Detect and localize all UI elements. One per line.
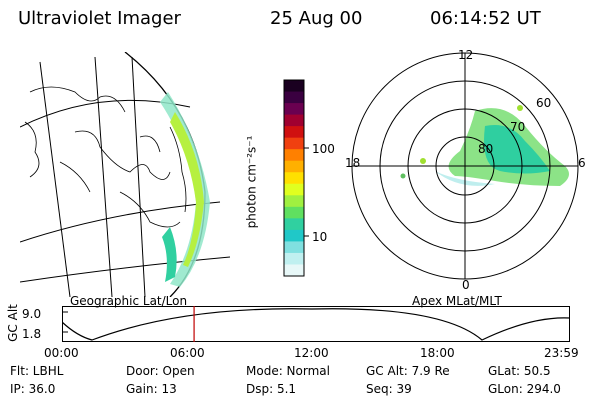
colorbar-swatch [284, 103, 304, 116]
polar-aurora-core [484, 125, 550, 174]
mode-info: Mode: Normal [246, 364, 330, 378]
colorbar-unit-label: photon cm⁻²s⁻¹ [244, 135, 259, 229]
seq-info: Seq: 39 [366, 382, 412, 396]
colorbar-swatch [284, 252, 304, 265]
colorbar-swatch [284, 183, 304, 196]
colorbar-swatch [284, 137, 304, 150]
mlt-label-0: 0 [462, 278, 470, 292]
orbit-ytick-9: 9.0 [22, 307, 42, 321]
colorbar-swatch [284, 126, 304, 139]
colorbar-swatch [284, 241, 304, 254]
aurora-patch [162, 227, 177, 282]
orbit-xtick-1800: 18:00 [420, 346, 455, 360]
orbit-ylabel: GC Alt [5, 304, 20, 342]
mlt-label-12: 12 [458, 48, 474, 62]
mlt-label-18: 18 [345, 156, 361, 170]
dsp-info: Dsp: 5.1 [246, 382, 297, 396]
lat-label-80: 80 [478, 142, 494, 156]
orbit-xtick-1200: 12:00 [294, 346, 329, 360]
colorbar-swatch [284, 91, 304, 104]
polar-spot [420, 158, 426, 164]
lat-label-70: 70 [510, 120, 526, 134]
coastlines [24, 86, 187, 228]
colorbar-swatch [284, 229, 304, 242]
gc-alt-info: GC Alt: 7.9 Re [366, 364, 450, 378]
colorbar-swatch [284, 195, 304, 208]
time-label: 06:14:52 UT [430, 8, 541, 29]
lat-label-60: 60 [536, 96, 552, 110]
ip-info: IP: 36.0 [10, 382, 56, 396]
colorbar-swatch [284, 149, 304, 162]
colorbar-swatch [284, 114, 304, 127]
filter-info: Flt: LBHL [10, 364, 64, 378]
gain-info: Gain: 13 [126, 382, 177, 396]
polar-caption: Apex MLat/MLT [412, 294, 502, 308]
orbit-xtick-2359: 23:59 [544, 346, 579, 360]
polar-spot [517, 105, 523, 111]
colorbar-gradient [284, 80, 304, 277]
map-grid [20, 56, 231, 297]
orbit-ytick-1-8: 1.8 [22, 327, 42, 341]
colorbar-swatch [284, 206, 304, 219]
colorbar-swatch [284, 160, 304, 173]
aurora-core [170, 112, 204, 267]
colorbar-tick-10: 10 [312, 230, 328, 244]
orbit-plot-frame [62, 306, 570, 342]
polar-spot [400, 173, 406, 179]
instrument-title: Ultraviolet Imager [18, 8, 181, 29]
colorbar-swatch [284, 80, 304, 93]
orbit-plot [62, 306, 570, 342]
glat-info: GLat: 50.5 [488, 364, 551, 378]
polar-plot [351, 52, 579, 280]
map-caption: Geographic Lat/Lon [70, 294, 188, 308]
orbit-altitude-curve [62, 308, 570, 341]
colorbar-swatch [284, 218, 304, 231]
colorbar-swatch [284, 172, 304, 185]
door-info: Door: Open [126, 364, 195, 378]
colorbar-swatch [284, 264, 304, 277]
orbit-xtick-0600: 06:00 [170, 346, 205, 360]
glon-info: GLon: 294.0 [488, 382, 561, 396]
colorbar-tick-100: 100 [312, 142, 335, 156]
orbit-xtick-0000: 00:00 [44, 346, 79, 360]
geographic-map [20, 52, 231, 297]
mlt-label-6: 6 [578, 156, 586, 170]
date-label: 25 Aug 00 [270, 8, 363, 29]
colorbar [283, 79, 309, 277]
